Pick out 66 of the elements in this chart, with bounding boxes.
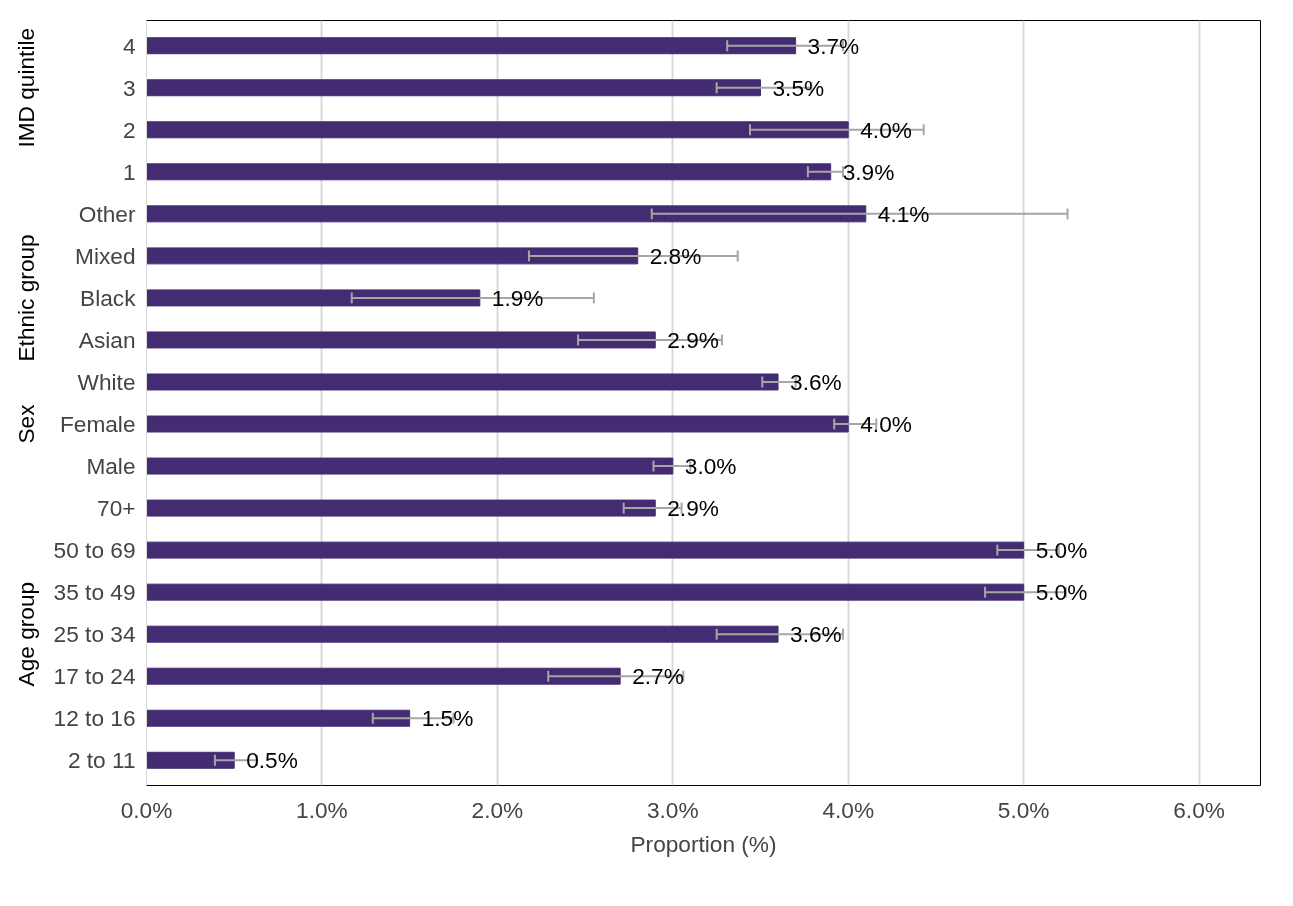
y-tick-label: Asian bbox=[78, 326, 136, 353]
data-label: 4.1% bbox=[877, 200, 930, 227]
y-tick-label: Mixed bbox=[75, 242, 136, 269]
bar bbox=[146, 289, 481, 307]
bar bbox=[146, 331, 656, 349]
y2-tick-label: Age group bbox=[12, 581, 39, 687]
y-tick-label: 2 to 11 bbox=[67, 747, 136, 774]
y-tick-label: 17 to 24 bbox=[53, 663, 136, 690]
bar bbox=[146, 163, 832, 181]
bar bbox=[146, 709, 411, 727]
y2-tick-label: Sex bbox=[12, 403, 39, 444]
y-tick-label: 50 to 69 bbox=[53, 537, 136, 564]
bar bbox=[146, 499, 656, 517]
x-tick-label: 6.0% bbox=[1173, 796, 1225, 823]
data-label: 0.5% bbox=[246, 747, 298, 774]
bar bbox=[146, 79, 762, 97]
y-tick-label: 35 to 49 bbox=[53, 579, 136, 606]
data-label: 3.5% bbox=[772, 74, 825, 101]
bar bbox=[146, 667, 621, 685]
x-tick-label: 1.0% bbox=[296, 796, 348, 823]
x-tick-label: 4.0% bbox=[822, 796, 875, 823]
data-label: 1.9% bbox=[491, 284, 544, 311]
data-label: 3.0% bbox=[684, 453, 737, 480]
data-label: 3.6% bbox=[790, 368, 842, 395]
data-label: 2.8% bbox=[649, 242, 702, 269]
y-tick-label: 2 bbox=[122, 116, 136, 143]
y-tick-label: Other bbox=[78, 200, 136, 227]
data-label: 3.6% bbox=[790, 621, 842, 648]
y-tick-label: 70+ bbox=[97, 495, 136, 522]
x-tick-label: 2.0% bbox=[471, 796, 524, 823]
data-label: 2.7% bbox=[632, 663, 684, 690]
bar bbox=[146, 373, 779, 391]
bar bbox=[146, 751, 235, 769]
bar bbox=[146, 457, 674, 475]
y2-tick-label: Ethnic group bbox=[12, 234, 39, 362]
bar bbox=[146, 541, 1025, 559]
y-tick-label: 4 bbox=[122, 32, 136, 59]
data-label: 5.0% bbox=[1035, 579, 1088, 606]
x-axis-title: Proportion (%) bbox=[630, 830, 777, 857]
data-label: 5.0% bbox=[1035, 537, 1088, 564]
bar bbox=[146, 247, 639, 265]
data-label: 4.0% bbox=[860, 411, 912, 438]
bar bbox=[146, 121, 849, 139]
x-tick-label: 5.0% bbox=[997, 796, 1050, 823]
data-label: 3.9% bbox=[842, 158, 895, 185]
bar bbox=[146, 37, 797, 55]
bar bbox=[146, 625, 779, 643]
bar bbox=[146, 415, 849, 433]
y-tick-label: White bbox=[77, 368, 136, 395]
data-label: 3.7% bbox=[807, 32, 860, 59]
data-label: 1.5% bbox=[421, 705, 474, 732]
y-tick-label: 3 bbox=[122, 74, 136, 101]
y-tick-label: Male bbox=[86, 453, 136, 480]
data-label: 4.0% bbox=[860, 116, 912, 143]
bar bbox=[146, 583, 1025, 601]
x-tick-label: 0.0% bbox=[120, 796, 173, 823]
bar bbox=[146, 205, 867, 223]
x-tick-label: 3.0% bbox=[646, 796, 699, 823]
y-tick-label: Female bbox=[59, 411, 136, 438]
y-tick-label: 1 bbox=[122, 158, 136, 185]
y-tick-label: Black bbox=[80, 284, 137, 311]
y2-tick-label: IMD quintile bbox=[12, 27, 39, 148]
y-tick-label: 12 to 16 bbox=[53, 705, 136, 732]
data-label: 2.9% bbox=[667, 326, 719, 353]
data-label: 2.9% bbox=[667, 495, 719, 522]
y-tick-label: 25 to 34 bbox=[53, 621, 136, 648]
